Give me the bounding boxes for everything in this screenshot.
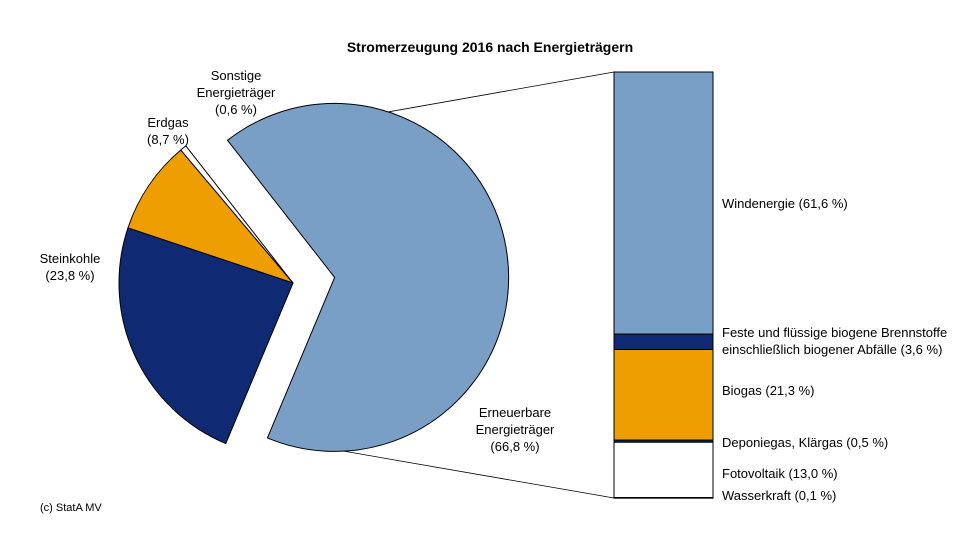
data-labels: Erneuerbare Energieträger (66,8 %) Steinkoh… — [40, 68, 948, 503]
pie-slice-erdgas — [127, 149, 294, 284]
bar-segment-wasserkraft-label: Wasserkraft (0,1 %) — [722, 488, 836, 503]
bar-segment-feste-und-fluessige-biogene-brennstoffe-label: Feste und flüssige biogene Brennstoffe ei… — [722, 325, 947, 357]
bar-segment-fotovoltaik-label: Fotovoltaik (13,0 %) — [722, 466, 838, 481]
bar-segment-feste-und-fluessige-biogene-brennstoffe — [613, 333, 714, 350]
source-note: (c) StatA MV — [40, 502, 102, 514]
pie-slice-sonstige — [180, 145, 294, 284]
pie-slice-erneuerbare-label: Erneuerbare Energieträger (66,8 %) — [476, 405, 555, 454]
bar-segment-biogas — [613, 348, 714, 441]
bar-segment-windenergie — [613, 71, 714, 335]
pie-slice-sonstige-label: Sonstige Energieträger (0,6 %) — [197, 68, 276, 117]
bar-segment-windenergie-label: Windenergie (61,6 %) — [722, 196, 848, 211]
stacked-bar — [613, 71, 714, 499]
pie-chart — [118, 102, 510, 452]
bar-segment-fotovoltaik — [613, 441, 714, 499]
bar-outline — [613, 71, 714, 499]
pie-slice-erneuerbare — [227, 102, 510, 452]
pie-slice-erdgas-label: Erdgas (8,7 %) — [147, 115, 189, 147]
pie-slice-steinkohle — [118, 227, 294, 444]
chart-title: Stromerzeugung 2016 nach Energieträgern — [347, 39, 633, 55]
pie-slice-steinkohle-label: Steinkohle (23,8 %) — [40, 251, 101, 283]
bar-segment-deponiegas-klaergas-label: Deponiegas, Klärgas (0,5 %) — [722, 435, 888, 450]
bar-segment-biogas-label: Biogas (21,3 %) — [722, 383, 815, 398]
